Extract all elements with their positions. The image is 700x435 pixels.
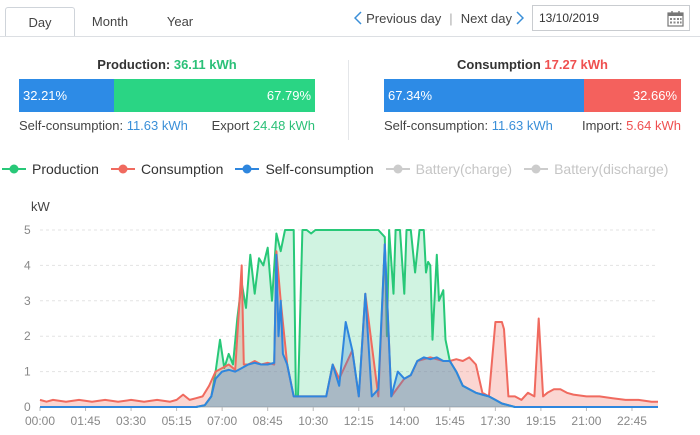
next-day-label: Next day (460, 10, 512, 26)
chevron-left-icon (354, 11, 362, 25)
consumption-self-label: Self-consumption: (384, 118, 489, 133)
legend-production[interactable]: Production (2, 161, 99, 177)
x-tick-label: 22:45 (617, 414, 647, 428)
y-tick-label: 3 (24, 294, 31, 308)
x-tick-label: 17:30 (480, 414, 510, 428)
consumption-self-percent: 67.34% (388, 88, 433, 103)
consumption-import-segment: 32.66% (583, 79, 681, 112)
y-tick-label: 1 (24, 365, 31, 379)
chevron-right-icon (516, 11, 524, 25)
x-tick-label: 21:00 (571, 414, 601, 428)
legend-self-consumption[interactable]: Self-consumption (235, 161, 374, 177)
x-tick-label: 00:00 (25, 414, 55, 428)
consumption-self-segment: 67.34% (384, 79, 584, 112)
nav-separator: | (449, 10, 453, 26)
tab-divider (0, 36, 700, 37)
production-self-consumption: Self-consumption: 11.63 kWh (19, 118, 188, 133)
self-consumption-line (40, 243, 658, 408)
legend-marker-icon (235, 164, 260, 174)
x-tick-label: 12:15 (344, 414, 374, 428)
legend-consumption[interactable]: Consumption (110, 161, 224, 177)
x-tick-label: 01:45 (71, 414, 101, 428)
next-day-button[interactable]: Next day (461, 11, 524, 26)
date-value: 13/10/2019 (539, 11, 600, 25)
production-self-percent: 32.21% (23, 88, 68, 103)
production-export-percent: 67.79% (266, 88, 311, 103)
x-tick-label: 15:45 (435, 414, 465, 428)
x-tick-label: 03:30 (116, 414, 146, 428)
production-summary: Production: 36.11 kWh 32.21% 67.79% Self… (19, 57, 315, 133)
production-self-value: 11.63 kWh (126, 118, 188, 133)
consumption-import-value: 5.64 kWh (626, 118, 681, 133)
date-field[interactable]: 13/10/2019 (532, 5, 690, 31)
panel-divider (348, 60, 349, 140)
previous-day-label: Previous day (366, 10, 442, 26)
production-export-value: 24.48 kWh (252, 118, 315, 133)
legend-production-label: Production (32, 161, 99, 177)
previous-day-button[interactable]: Previous day (354, 11, 441, 26)
production-export: Export 24.48 kWh (212, 118, 315, 133)
legend-battery-charge-label: Battery(charge) (415, 161, 513, 177)
legend-consumption-label: Consumption (140, 161, 224, 177)
production-title: Production: 36.11 kWh (19, 57, 315, 75)
consumption-title: Consumption 17.27 kWh (384, 57, 681, 75)
consumption-bar: 67.34% 32.66% (384, 79, 681, 112)
consumption-import-percent: 32.66% (632, 88, 677, 103)
calendar-icon[interactable] (667, 10, 684, 27)
x-tick-label: 19:15 (526, 414, 556, 428)
tab-month[interactable]: Month (91, 14, 129, 29)
consumption-total: 17.27 kWh (544, 57, 608, 72)
legend-marker-icon (524, 164, 549, 174)
production-bar: 32.21% 67.79% (19, 79, 315, 112)
tab-year[interactable]: Year (166, 14, 194, 29)
date-navigation: Previous day | Next day 13/10/2019 (354, 5, 690, 31)
x-tick-label: 14:00 (389, 414, 419, 428)
y-tick-label: 0 (24, 400, 31, 414)
consumption-summary: Consumption 17.27 kWh 67.34% 32.66% Self… (384, 57, 681, 133)
legend-marker-icon (110, 164, 135, 174)
x-tick-label: 08:45 (253, 414, 283, 428)
consumption-footer: Self-consumption: 11.63 kWh Import: 5.64… (384, 118, 681, 133)
production-title-label: Production: (97, 57, 171, 72)
production-self-segment: 32.21% (19, 79, 115, 112)
consumption-title-label: Consumption (457, 57, 541, 72)
legend-marker-icon (385, 164, 410, 174)
consumption-import: Import: 5.64 kWh (582, 118, 681, 133)
chart-legend: Production Consumption Self-consumption … (2, 161, 680, 177)
consumption-area (40, 244, 658, 407)
y-tick-label: 4 (24, 258, 31, 272)
production-export-label: Export (211, 118, 250, 133)
self-consumption-area (40, 244, 658, 407)
consumption-import-label: Import: (581, 118, 623, 133)
production-footer: Self-consumption: 11.63 kWh Export 24.48… (19, 118, 315, 133)
period-tabs: Day Month Year (0, 7, 215, 37)
x-tick-label: 10:30 (298, 414, 328, 428)
y-tick-label: 5 (24, 223, 31, 237)
legend-battery-charge[interactable]: Battery(charge) (385, 161, 513, 177)
production-export-segment: 67.79% (114, 79, 315, 112)
tab-day[interactable]: Day (5, 7, 75, 37)
production-total: 36.11 kWh (173, 57, 237, 72)
legend-battery-discharge-label: Battery(discharge) (554, 161, 669, 177)
production-area (40, 230, 658, 407)
legend-self-consumption-label: Self-consumption (265, 161, 374, 177)
legend-marker-icon (2, 164, 26, 174)
production-self-label: Self-consumption: (19, 118, 124, 133)
x-tick-label: 05:15 (162, 414, 192, 428)
power-chart[interactable]: kW 0 1 2 3 4 5 00:00 01:45 03:30 05:15 07:00 08:45 10… (0, 190, 700, 435)
legend-battery-discharge[interactable]: Battery(discharge) (524, 161, 668, 177)
x-tick-label: 07:00 (207, 414, 237, 428)
y-tick-label: 2 (24, 329, 31, 343)
consumption-self-consumption: Self-consumption: 11.63 kWh (384, 118, 553, 133)
consumption-self-value: 11.63 kWh (491, 118, 553, 133)
y-axis-label: kW (31, 199, 51, 214)
